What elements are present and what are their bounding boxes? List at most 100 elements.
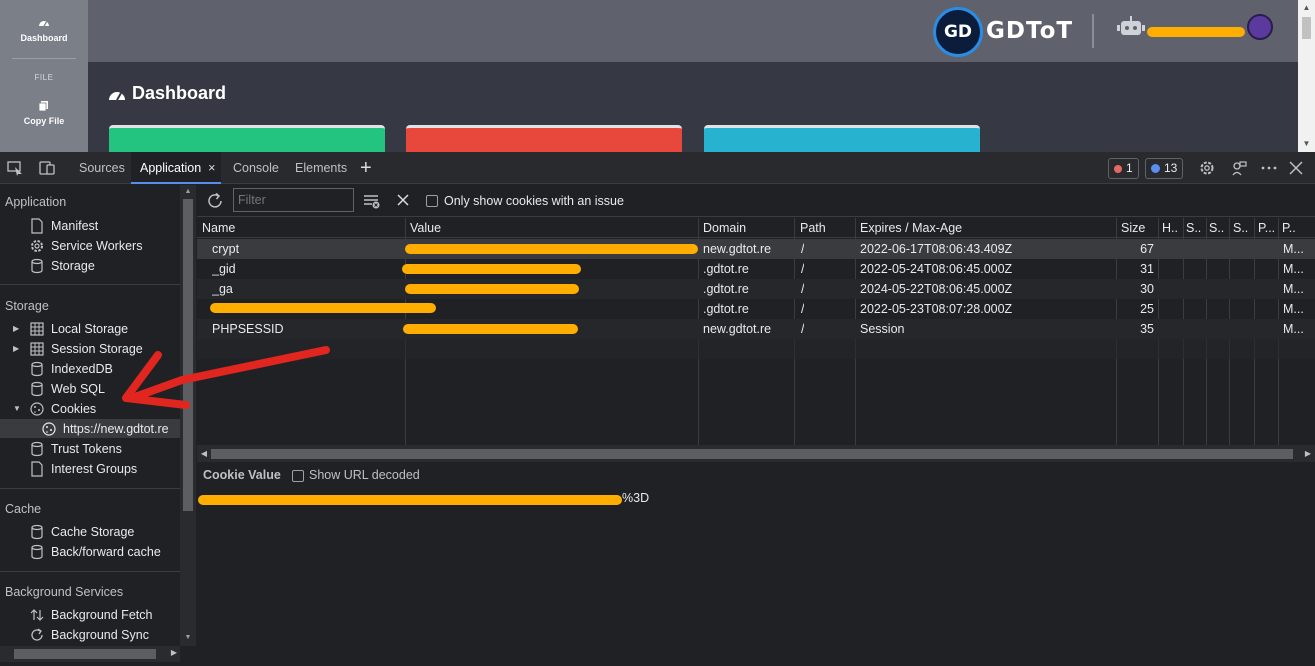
cookies-pane: Only show cookies with an issue Name Val…	[197, 185, 1315, 666]
column-header-priority[interactable]: P..	[1282, 221, 1296, 235]
sidebar-item-indexeddb[interactable]: IndexedDB	[29, 359, 113, 379]
redacted-username	[1147, 27, 1245, 37]
sidebar-item-background-sync[interactable]: Background Sync	[29, 625, 149, 645]
cookie-name: _gid	[212, 262, 236, 276]
error-count-badge[interactable]: 1	[1108, 158, 1139, 179]
page-scrollbar[interactable]: ▲ ▼	[1298, 0, 1315, 152]
column-header-expires[interactable]: Expires / Max-Age	[860, 221, 963, 235]
sidebar-item-cookie-origin[interactable]: https://new.gdtot.re	[41, 419, 169, 439]
page-scrollbar-thumb[interactable]	[1302, 17, 1311, 39]
dashboard-icon	[109, 91, 125, 100]
robot-icon[interactable]	[1117, 15, 1145, 39]
sidebar-item-cookies[interactable]: ▼ Cookies	[13, 399, 96, 419]
sidebar-item-label: Trust Tokens	[51, 442, 122, 456]
tab-sources[interactable]: Sources	[79, 161, 125, 175]
sidebar-item-manifest[interactable]: Manifest	[29, 216, 98, 236]
sidebar-item-web-sql[interactable]: Web SQL	[29, 379, 105, 399]
cookie-path: /	[801, 322, 805, 336]
only-issue-checkbox[interactable]	[426, 195, 438, 207]
devtools-panel: Sources Application × Console Elements + …	[0, 152, 1315, 666]
add-tab-icon[interactable]: +	[360, 157, 372, 179]
column-header-sameparty[interactable]: S..	[1233, 221, 1249, 235]
page-title: Dashboard	[108, 83, 226, 104]
sidebar-item-local-storage[interactable]: ▶ Local Storage	[13, 319, 129, 339]
section-divider	[0, 488, 180, 489]
cookie-size: 67	[1140, 242, 1154, 256]
sidebar-item-dashboard[interactable]: Dashboard	[0, 17, 88, 43]
gear-icon	[31, 240, 43, 252]
expand-arrow-icon[interactable]: ▶	[13, 344, 20, 353]
sidebar-item-trust-tokens[interactable]: Trust Tokens	[29, 439, 122, 459]
cookie-priority: M...	[1283, 262, 1304, 276]
column-header-name[interactable]: Name	[202, 221, 236, 235]
scroll-up-icon[interactable]: ▲	[1302, 3, 1311, 12]
scrollbar-thumb[interactable]	[183, 199, 193, 511]
cookie-priority: M...	[1283, 322, 1304, 336]
scrollbar-thumb[interactable]	[211, 449, 1293, 459]
column-header-samesite[interactable]: S..	[1209, 221, 1225, 235]
cookie-value-suffix: %3D	[622, 491, 650, 505]
sidebar-item-label: https://new.gdtot.re	[63, 422, 169, 436]
user-avatar[interactable]	[1247, 14, 1273, 40]
scroll-up-icon[interactable]: ▲	[184, 188, 192, 195]
cookie-value-content: %3D	[197, 488, 1315, 508]
show-url-decoded-label: Show URL decoded	[309, 468, 420, 482]
refresh-icon[interactable]	[206, 192, 224, 210]
collapse-arrow-icon[interactable]: ▼	[13, 404, 21, 413]
sidebar-item-service-workers[interactable]: Service Workers	[29, 236, 142, 256]
expand-arrow-icon[interactable]: ▶	[13, 324, 20, 333]
sidebar-item-dashboard-label: Dashboard	[20, 33, 68, 43]
message-count-badge[interactable]: 13	[1145, 158, 1184, 179]
sidebar-item-cache-storage[interactable]: Cache Storage	[29, 522, 134, 542]
column-header-value[interactable]: Value	[410, 221, 442, 235]
scroll-down-icon[interactable]: ▼	[184, 634, 192, 641]
sidebar-item-session-storage[interactable]: ▶ Session Storage	[13, 339, 143, 359]
clear-all-icon[interactable]	[363, 193, 381, 209]
scroll-down-icon[interactable]: ▼	[1302, 139, 1311, 148]
sidebar-divider	[12, 58, 76, 59]
sidebar-item-background-fetch[interactable]: Background Fetch	[29, 605, 152, 625]
copy-icon	[38, 101, 48, 112]
sidebar-vertical-scrollbar[interactable]: ▲ ▼	[180, 185, 196, 646]
sidebar-item-back-forward-cache[interactable]: Back/forward cache	[29, 542, 161, 562]
filter-input[interactable]	[233, 188, 354, 212]
column-header-domain[interactable]: Domain	[703, 221, 747, 235]
redacted-cookie-value	[198, 495, 622, 505]
database-icon	[31, 258, 43, 274]
device-toolbar-icon[interactable]	[38, 159, 56, 177]
close-tab-icon[interactable]: ×	[208, 161, 216, 175]
column-header-secure[interactable]: S..	[1186, 221, 1202, 235]
cookie-domain: .gdtot.re	[703, 262, 749, 276]
tab-application[interactable]: Application ×	[131, 152, 221, 184]
tab-console[interactable]: Console	[233, 161, 279, 175]
column-header-httponly[interactable]: H..	[1162, 221, 1178, 235]
section-divider	[0, 284, 180, 285]
column-header-size[interactable]: Size	[1121, 221, 1146, 235]
sidebar-horizontal-scrollbar[interactable]: ▶	[0, 646, 180, 662]
database-icon	[31, 544, 43, 560]
scroll-right-icon[interactable]: ▶	[170, 648, 177, 657]
sidebar-item-label: Local Storage	[51, 322, 129, 336]
redacted-name	[210, 303, 436, 313]
delete-selected-icon[interactable]	[396, 193, 410, 207]
column-header-path[interactable]: Path	[800, 221, 826, 235]
sidebar-item-copy-file[interactable]: Copy File	[0, 100, 88, 126]
sidebar-item-interest-groups[interactable]: Interest Groups	[29, 459, 137, 479]
more-options-icon[interactable]	[1260, 159, 1278, 177]
table-horizontal-scrollbar[interactable]: ◀ ▶	[197, 445, 1315, 462]
settings-gear-icon[interactable]	[1198, 159, 1216, 177]
site-logo-text[interactable]: GDToT	[986, 18, 1074, 44]
sidebar-item-storage[interactable]: Storage	[29, 256, 95, 276]
scroll-left-icon[interactable]: ◀	[200, 449, 208, 458]
customize-icon[interactable]	[1230, 159, 1248, 177]
column-header-partition[interactable]: P...	[1258, 221, 1276, 235]
table-icon	[30, 322, 44, 336]
site-logo[interactable]: GD	[933, 7, 983, 57]
inspect-element-icon[interactable]	[6, 159, 24, 177]
show-url-decoded-checkbox[interactable]	[292, 470, 304, 482]
scrollbar-thumb[interactable]	[14, 649, 156, 659]
cookie-domain: new.gdtot.re	[703, 322, 772, 336]
scroll-right-icon[interactable]: ▶	[1304, 449, 1312, 458]
tab-elements[interactable]: Elements	[295, 161, 348, 175]
close-devtools-icon[interactable]	[1287, 159, 1305, 177]
